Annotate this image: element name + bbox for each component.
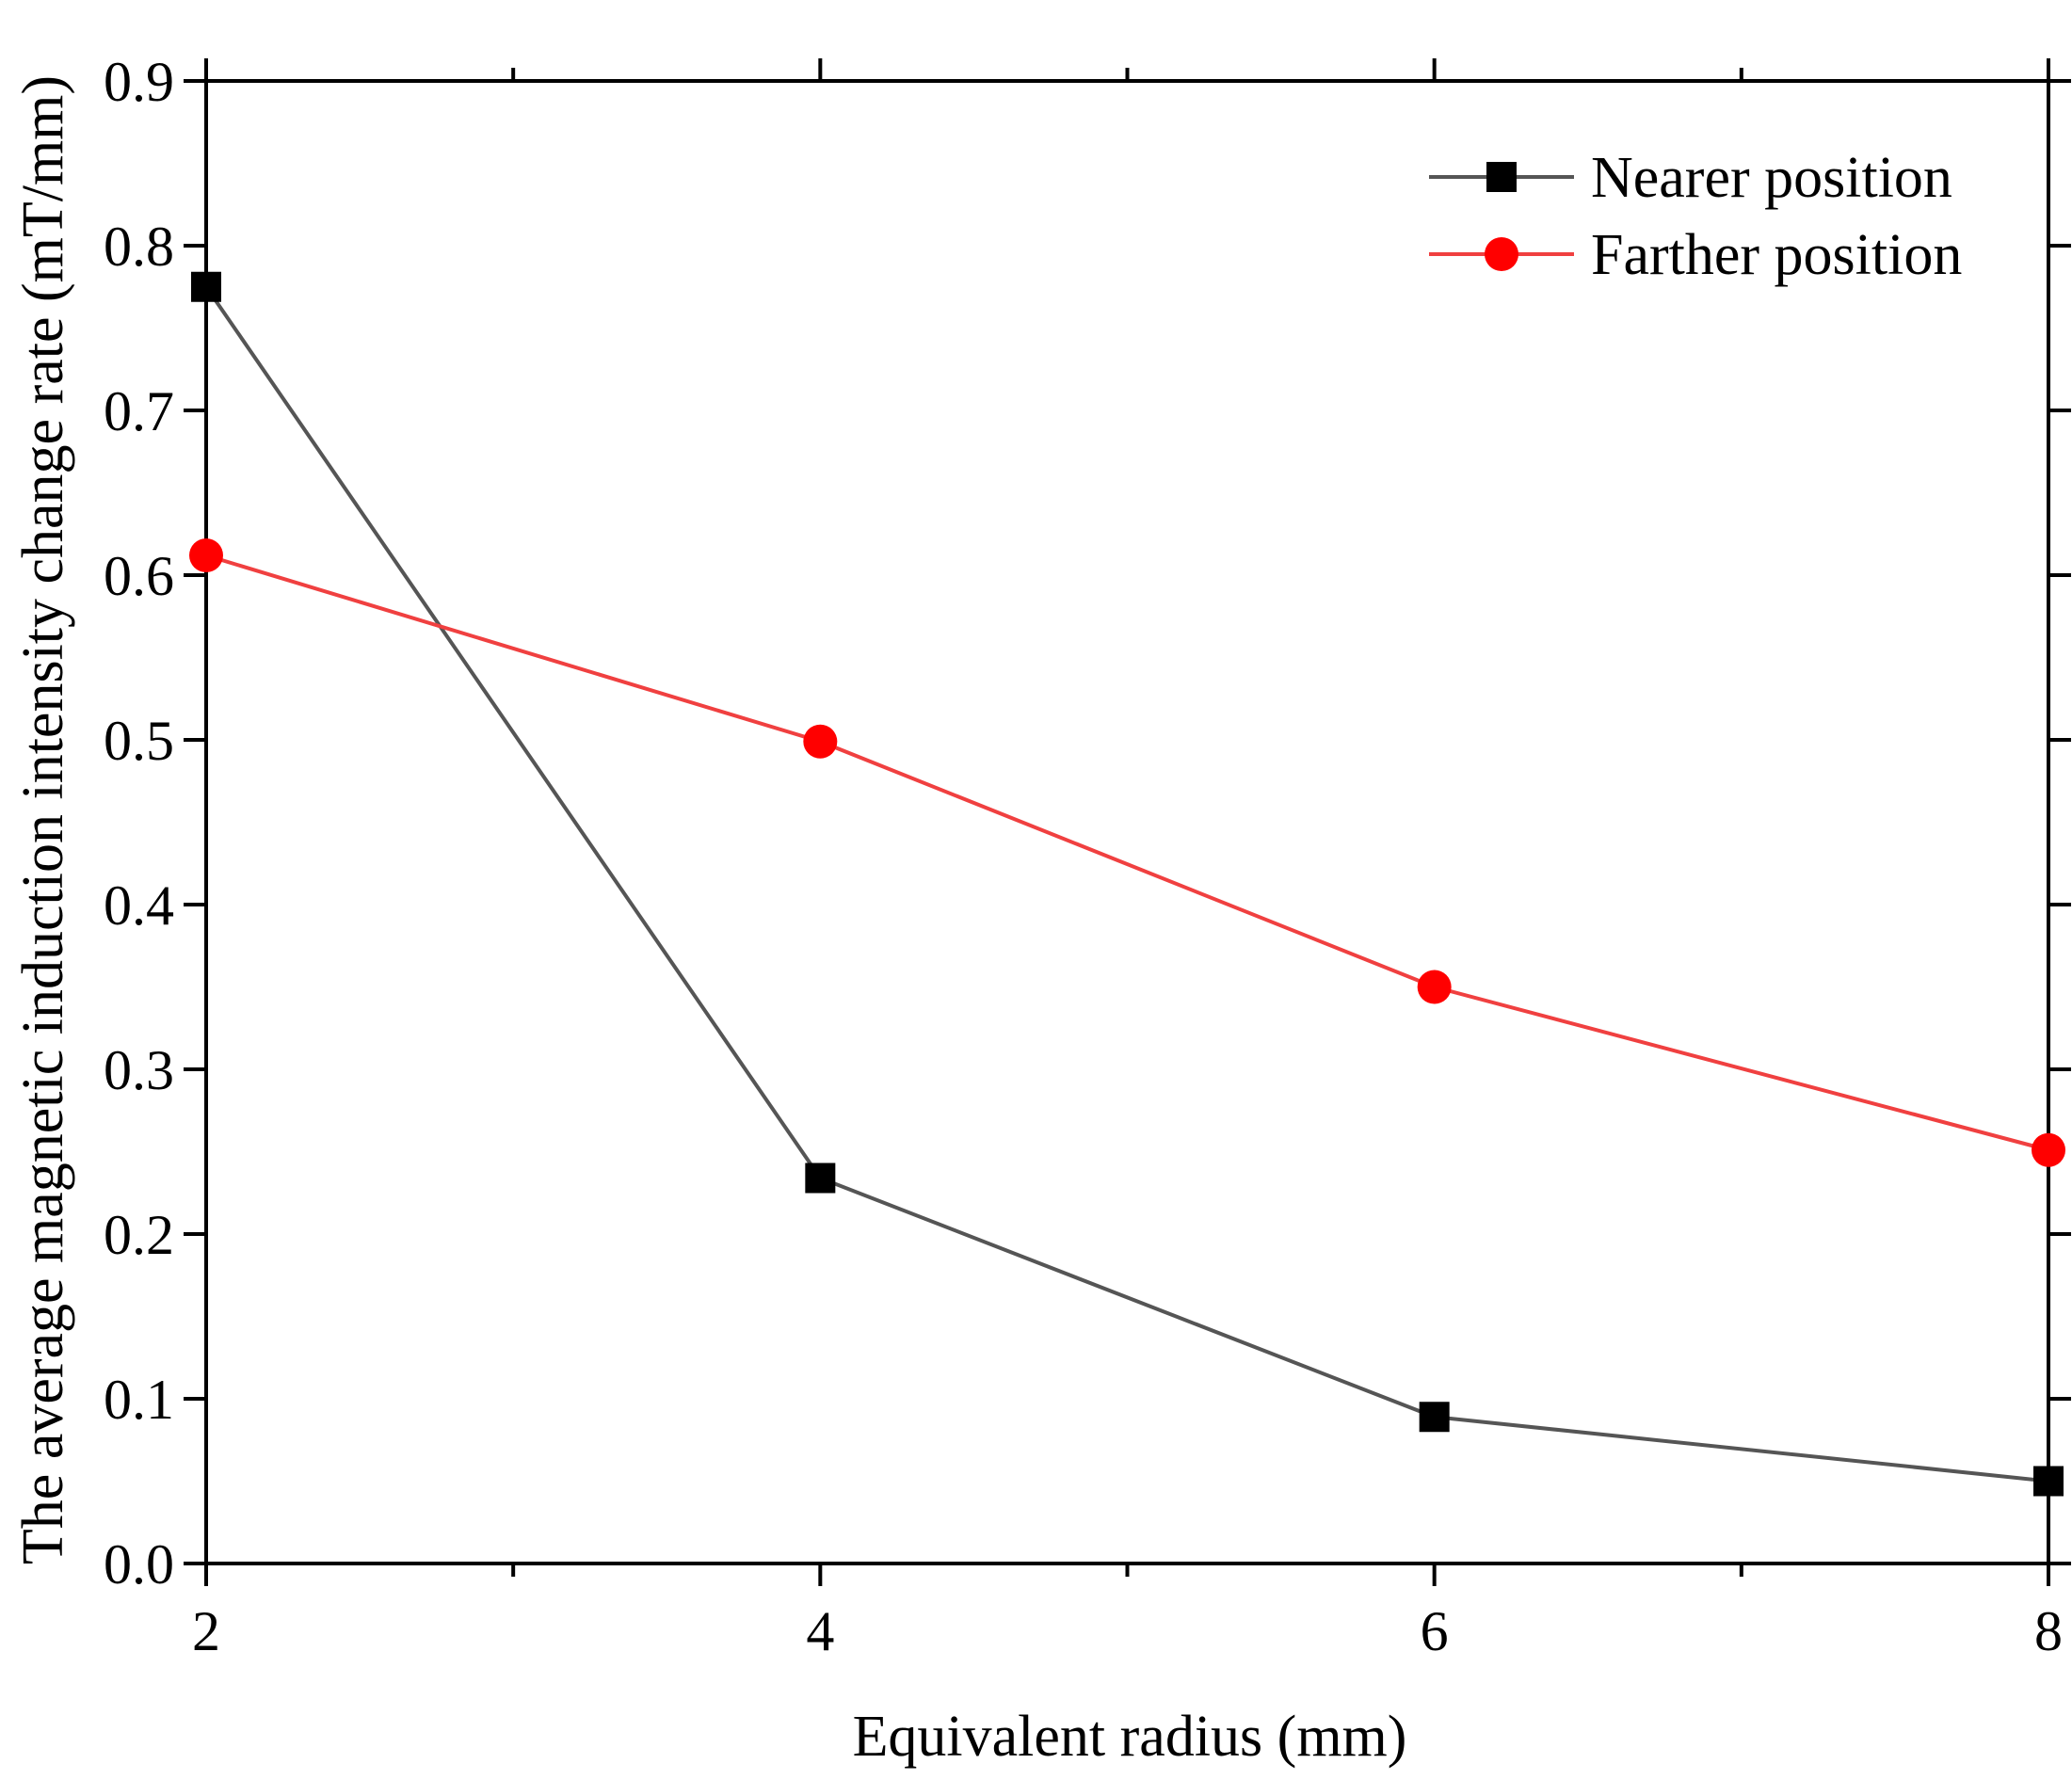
plot-frame bbox=[204, 79, 2050, 1565]
legend: Nearer position Farther position bbox=[1429, 146, 1962, 287]
legend-label: Nearer position bbox=[1591, 146, 1952, 210]
data-point bbox=[2033, 1466, 2064, 1497]
y-tick-label: 0.3 bbox=[104, 1039, 174, 1101]
legend-square-marker bbox=[1486, 162, 1517, 192]
data-point bbox=[189, 538, 223, 572]
legend-circle-marker bbox=[1485, 237, 1518, 271]
plot-area-border bbox=[204, 79, 2050, 1565]
x-axis: 2 4 6 8 bbox=[192, 58, 2063, 1662]
legend-label: Farther position bbox=[1591, 223, 1962, 287]
series-1 bbox=[191, 271, 2064, 1497]
data-point bbox=[191, 271, 221, 302]
data-point bbox=[805, 1163, 836, 1194]
y-tick-label: 0.6 bbox=[104, 545, 174, 607]
y-axis-title: The average magnetic induction intensity… bbox=[11, 75, 75, 1564]
y-tick-label: 0.7 bbox=[104, 380, 174, 442]
y-tick-label: 0.2 bbox=[104, 1204, 174, 1266]
x-tick-label: 2 bbox=[192, 1600, 220, 1662]
series-line bbox=[205, 553, 2049, 1152]
y-tick-label: 0.4 bbox=[104, 874, 174, 937]
data-point bbox=[1419, 1402, 1450, 1433]
y-tick-label: 0.9 bbox=[104, 51, 174, 113]
x-axis-title: Equivalent radius (mm) bbox=[853, 1705, 1407, 1769]
y-tick-label: 0.5 bbox=[104, 710, 174, 772]
y-tick-label: 0.0 bbox=[104, 1533, 174, 1596]
y-tick-label: 0.1 bbox=[104, 1369, 174, 1431]
x-tick-label: 8 bbox=[2034, 1600, 2063, 1662]
series-layer bbox=[189, 271, 2065, 1497]
legend-item: Nearer position bbox=[1429, 146, 1952, 210]
data-point bbox=[2032, 1132, 2065, 1167]
x-tick-label: 4 bbox=[806, 1600, 834, 1662]
legend-item: Farther position bbox=[1429, 223, 1962, 287]
series-line bbox=[204, 285, 2049, 1483]
y-axis: 0.0 0.1 0.2 0.3 0.4 0.5 0.6 0.7 0.8 0.9 bbox=[104, 51, 2071, 1596]
data-point bbox=[803, 724, 838, 759]
data-point bbox=[1417, 970, 1452, 1004]
x-tick-label: 6 bbox=[1421, 1600, 1449, 1662]
y-tick-label: 0.8 bbox=[104, 216, 174, 278]
series-2 bbox=[189, 538, 2065, 1167]
